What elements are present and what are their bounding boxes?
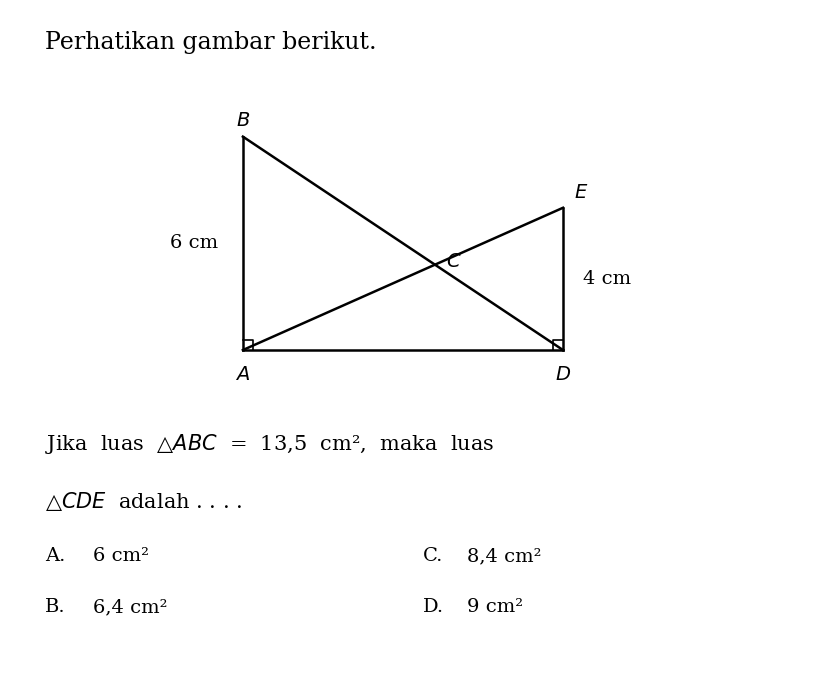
Text: 9 cm²: 9 cm² bbox=[467, 598, 524, 616]
Text: 6 cm²: 6 cm² bbox=[93, 547, 150, 565]
Text: $B$: $B$ bbox=[236, 111, 250, 129]
Text: A.: A. bbox=[45, 547, 65, 565]
Text: B.: B. bbox=[45, 598, 65, 616]
Text: $A$: $A$ bbox=[236, 365, 250, 384]
Text: $E$: $E$ bbox=[574, 184, 588, 203]
Text: 8,4 cm²: 8,4 cm² bbox=[467, 547, 542, 565]
Text: $D$: $D$ bbox=[555, 365, 571, 384]
Text: $C$: $C$ bbox=[446, 252, 461, 271]
Text: Perhatikan gambar berikut.: Perhatikan gambar berikut. bbox=[45, 31, 376, 54]
Text: △$CDE$  adalah . . . .: △$CDE$ adalah . . . . bbox=[45, 490, 242, 513]
Text: Jika  luas  △$ABC$  =  13,5  cm²,  maka  luas: Jika luas △$ABC$ = 13,5 cm², maka luas bbox=[45, 432, 494, 456]
Text: 6,4 cm²: 6,4 cm² bbox=[93, 598, 168, 616]
Text: C.: C. bbox=[423, 547, 443, 565]
Text: D.: D. bbox=[423, 598, 444, 616]
Text: 4 cm: 4 cm bbox=[583, 270, 631, 288]
Text: 6 cm: 6 cm bbox=[170, 235, 218, 252]
